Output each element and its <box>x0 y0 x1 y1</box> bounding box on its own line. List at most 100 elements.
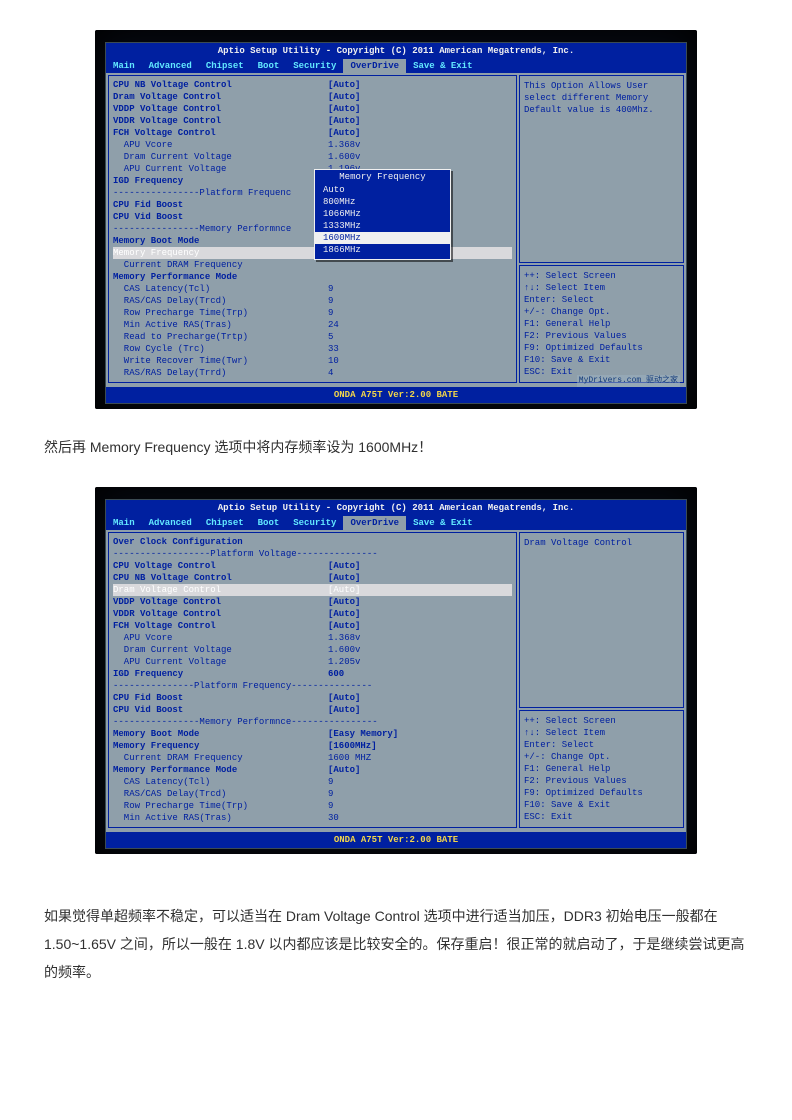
setting-label: Memory Performance Mode <box>113 764 328 776</box>
bios-menu-bar[interactable]: MainAdvancedChipsetBootSecurityOverDrive… <box>106 59 686 73</box>
setting-value: [Auto] <box>328 584 360 596</box>
setting-row[interactable]: RAS/CAS Delay(Trcd)9 <box>113 295 512 307</box>
setting-row[interactable]: VDDP Voltage Control[Auto] <box>113 103 512 115</box>
key-hint: Enter: Select <box>524 739 679 751</box>
setting-value: 9 <box>328 295 333 307</box>
popup-option[interactable]: 1066MHz <box>315 208 450 220</box>
setting-row[interactable]: APU Vcore1.368v <box>113 632 512 644</box>
setting-row[interactable]: CPU NB Voltage Control[Auto] <box>113 79 512 91</box>
menu-tab-advanced[interactable]: Advanced <box>142 59 199 73</box>
bios-screen: Aptio Setup Utility - Copyright (C) 2011… <box>105 499 687 849</box>
setting-label: VDDP Voltage Control <box>113 103 328 115</box>
setting-row[interactable]: IGD Frequency <box>113 175 512 187</box>
setting-value: 4 <box>328 367 333 379</box>
setting-label: Dram Current Voltage <box>113 644 328 656</box>
setting-label: Dram Voltage Control <box>113 91 328 103</box>
popup-option[interactable]: 800MHz <box>315 196 450 208</box>
setting-row[interactable]: Row Cycle (Trc)33 <box>113 343 512 355</box>
settings-panel[interactable]: Over Clock Configuration----------------… <box>108 532 517 828</box>
key-hint: Enter: Select <box>524 294 679 306</box>
bios-menu-bar[interactable]: MainAdvancedChipsetBootSecurityOverDrive… <box>106 516 686 530</box>
setting-row[interactable]: CPU Fid Boost[Auto] <box>113 692 512 704</box>
menu-tab-security[interactable]: Security <box>286 516 343 530</box>
setting-row[interactable]: Min Active RAS(Tras)24 <box>113 319 512 331</box>
setting-row[interactable]: Current DRAM Frequency <box>113 259 512 271</box>
setting-row[interactable]: RAS/RAS Delay(Trrd)4 <box>113 367 512 379</box>
setting-row[interactable]: APU Vcore1.368v <box>113 139 512 151</box>
key-help: ++: Select Screen↑↓: Select ItemEnter: S… <box>519 710 684 828</box>
setting-label: RAS/CAS Delay(Trcd) <box>113 295 328 307</box>
setting-label: Memory Frequency <box>113 247 328 259</box>
menu-tab-main[interactable]: Main <box>106 516 142 530</box>
popup-option[interactable]: 1333MHz <box>315 220 450 232</box>
setting-row[interactable]: IGD Frequency600 <box>113 668 512 680</box>
key-hint: F1: General Help <box>524 763 679 775</box>
setting-row[interactable]: Row Precharge Time(Trp)9 <box>113 800 512 812</box>
setting-row[interactable]: VDDR Voltage Control[Auto] <box>113 608 512 620</box>
settings-panel[interactable]: Memory Frequency Auto800MHz1066MHz1333MH… <box>108 75 517 383</box>
setting-row[interactable]: CAS Latency(Tcl)9 <box>113 283 512 295</box>
setting-value: 1600 MHZ <box>328 752 371 764</box>
menu-tab-overdrive[interactable]: OverDrive <box>343 59 406 73</box>
setting-label: VDDP Voltage Control <box>113 596 328 608</box>
setting-row[interactable]: Memory Frequency[1600MHz] <box>113 740 512 752</box>
setting-row[interactable]: VDDP Voltage Control[Auto] <box>113 596 512 608</box>
setting-value: 30 <box>328 812 339 824</box>
setting-row[interactable]: APU Current Voltage1.196v <box>113 163 512 175</box>
setting-row[interactable]: RAS/CAS Delay(Trcd)9 <box>113 788 512 800</box>
menu-tab-chipset[interactable]: Chipset <box>199 59 251 73</box>
menu-tab-chipset[interactable]: Chipset <box>199 516 251 530</box>
menu-tab-advanced[interactable]: Advanced <box>142 516 199 530</box>
setting-label: Row Precharge Time(Trp) <box>113 307 328 319</box>
setting-row[interactable]: CPU NB Voltage Control[Auto] <box>113 572 512 584</box>
setting-row[interactable]: Memory Boot Mode[Easy Memory] <box>113 728 512 740</box>
popup-option[interactable]: 1600MHz <box>315 232 450 244</box>
setting-row[interactable]: Row Precharge Time(Trp)9 <box>113 307 512 319</box>
setting-row[interactable]: Dram Current Voltage1.600v <box>113 644 512 656</box>
setting-row[interactable]: APU Current Voltage1.205v <box>113 656 512 668</box>
setting-value: [Auto] <box>328 608 360 620</box>
setting-row[interactable]: CPU Vid Boost <box>113 211 512 223</box>
setting-row[interactable]: Memory Performance Mode[Auto] <box>113 764 512 776</box>
popup-option[interactable]: Auto <box>315 184 450 196</box>
setting-row[interactable]: FCH Voltage Control[Auto] <box>113 127 512 139</box>
popup-option[interactable]: 1866MHz <box>315 244 450 256</box>
setting-row[interactable]: Dram Voltage Control[Auto] <box>113 91 512 103</box>
setting-row[interactable]: Dram Current Voltage1.600v <box>113 151 512 163</box>
setting-label: RAS/CAS Delay(Trcd) <box>113 788 328 800</box>
setting-row[interactable]: CPU Vid Boost[Auto] <box>113 704 512 716</box>
setting-label: ----------------Memory Performnce <box>113 223 328 235</box>
memory-frequency-popup[interactable]: Memory Frequency Auto800MHz1066MHz1333MH… <box>314 169 451 260</box>
setting-row[interactable]: Write Recover Time(Twr)10 <box>113 355 512 367</box>
setting-row[interactable]: Dram Voltage Control[Auto] <box>113 584 512 596</box>
menu-tab-save-exit[interactable]: Save & Exit <box>406 516 479 530</box>
setting-row[interactable]: VDDR Voltage Control[Auto] <box>113 115 512 127</box>
bios-screen: Aptio Setup Utility - Copyright (C) 2011… <box>105 42 687 404</box>
setting-row[interactable]: CPU Voltage Control[Auto] <box>113 560 512 572</box>
setting-label: FCH Voltage Control <box>113 127 328 139</box>
setting-row[interactable]: Memory Boot Mode <box>113 235 512 247</box>
menu-tab-boot[interactable]: Boot <box>251 516 287 530</box>
setting-row[interactable]: Memory Frequency <box>113 247 512 259</box>
setting-label: VDDR Voltage Control <box>113 115 328 127</box>
setting-row[interactable]: Current DRAM Frequency1600 MHZ <box>113 752 512 764</box>
setting-row[interactable]: FCH Voltage Control[Auto] <box>113 620 512 632</box>
setting-row[interactable]: Memory Performance Mode <box>113 271 512 283</box>
menu-tab-overdrive[interactable]: OverDrive <box>343 516 406 530</box>
menu-tab-security[interactable]: Security <box>286 59 343 73</box>
key-hint: F10: Save & Exit <box>524 354 679 366</box>
setting-row[interactable]: CAS Latency(Tcl)9 <box>113 776 512 788</box>
setting-row[interactable]: Read to Precharge(Trtp)5 <box>113 331 512 343</box>
menu-tab-main[interactable]: Main <box>106 59 142 73</box>
menu-tab-save-exit[interactable]: Save & Exit <box>406 59 479 73</box>
setting-row[interactable]: Over Clock Configuration <box>113 536 512 548</box>
setting-row[interactable]: Min Active RAS(Tras)30 <box>113 812 512 824</box>
setting-value: 1.368v <box>328 632 360 644</box>
setting-label: Dram Voltage Control <box>113 584 328 596</box>
bios-screenshot-2: Aptio Setup Utility - Copyright (C) 2011… <box>95 487 697 854</box>
setting-value: [Auto] <box>328 692 360 704</box>
setting-row[interactable]: CPU Fid Boost <box>113 199 512 211</box>
menu-tab-boot[interactable]: Boot <box>251 59 287 73</box>
setting-value: 5 <box>328 331 333 343</box>
setting-label: RAS/RAS Delay(Trrd) <box>113 367 328 379</box>
